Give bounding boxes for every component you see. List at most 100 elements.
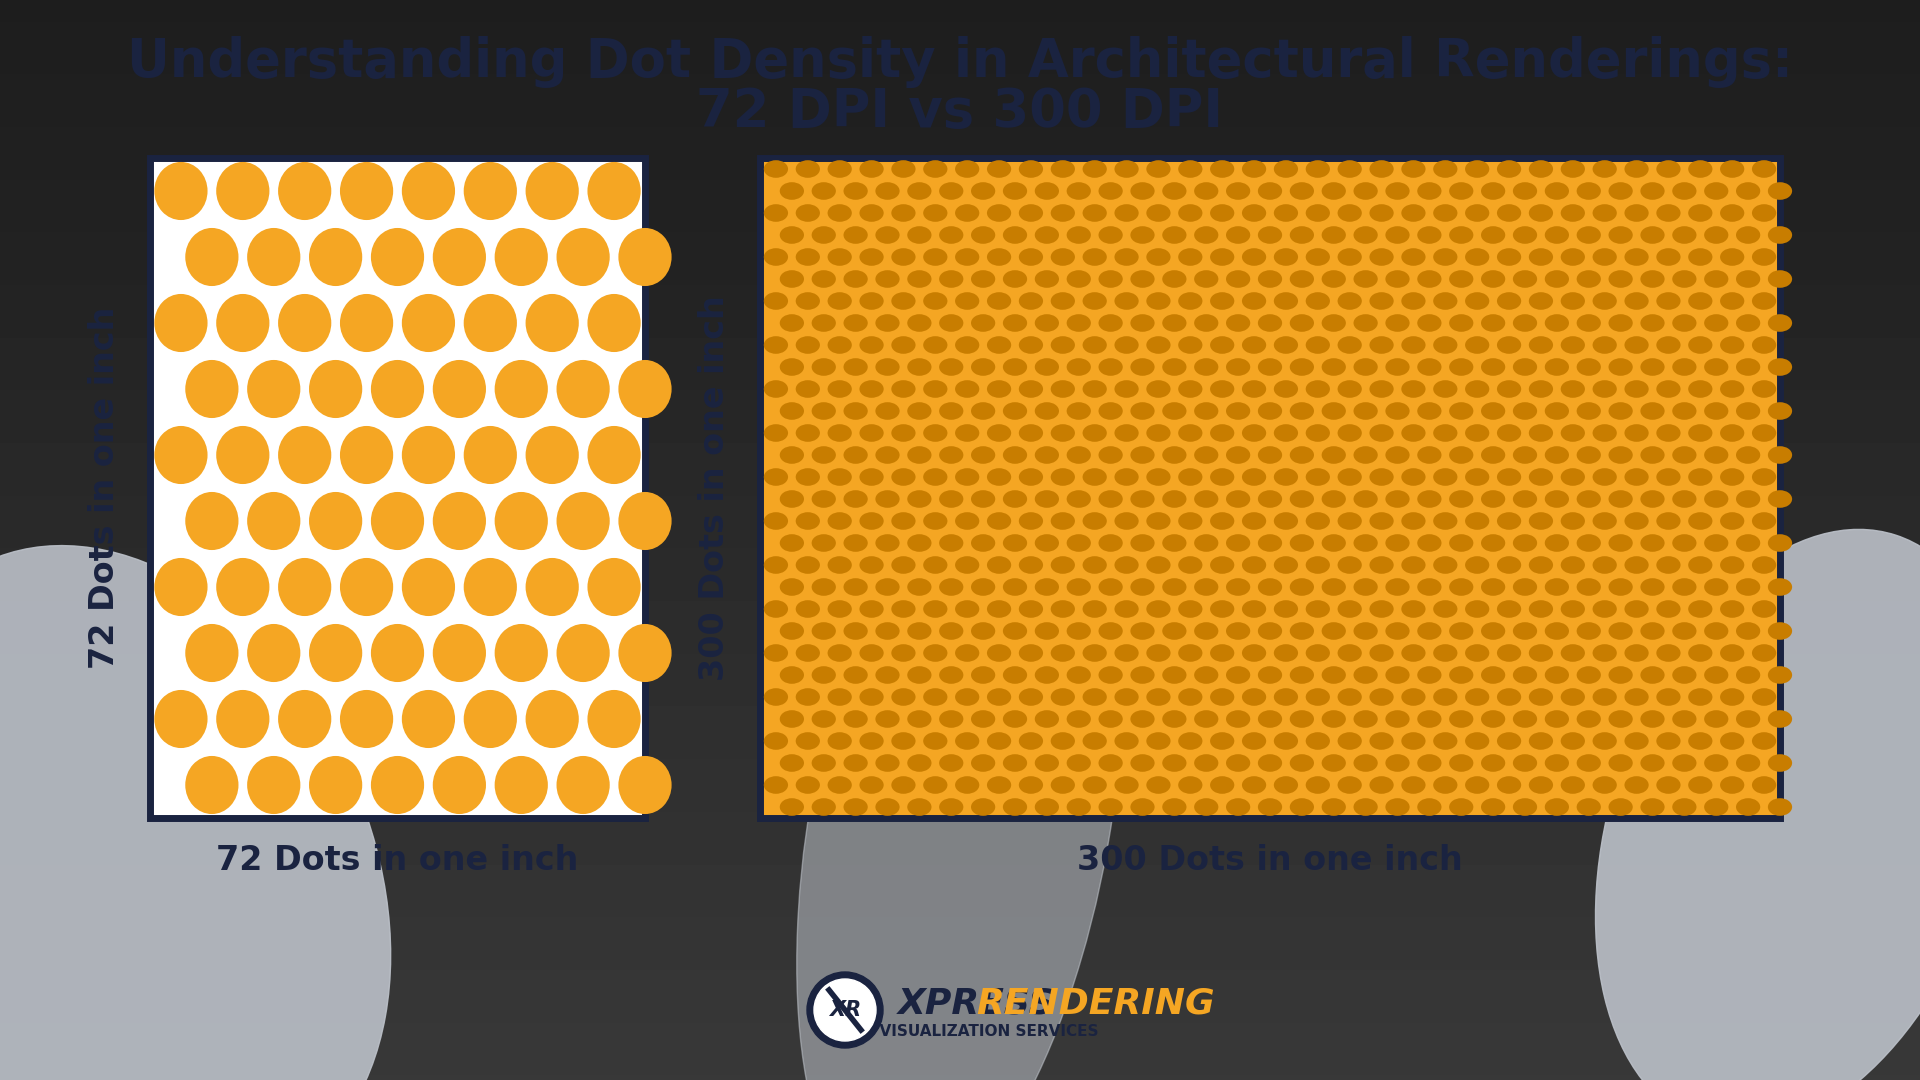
Ellipse shape xyxy=(1002,535,1027,552)
Ellipse shape xyxy=(1561,469,1584,486)
Ellipse shape xyxy=(1386,578,1409,596)
Ellipse shape xyxy=(891,777,916,794)
Ellipse shape xyxy=(1354,270,1379,287)
Ellipse shape xyxy=(939,270,964,287)
Ellipse shape xyxy=(1705,226,1728,244)
Ellipse shape xyxy=(1546,578,1569,596)
Ellipse shape xyxy=(1432,600,1457,618)
Ellipse shape xyxy=(557,624,611,683)
Ellipse shape xyxy=(876,666,900,684)
Ellipse shape xyxy=(588,426,641,484)
Ellipse shape xyxy=(1768,359,1791,376)
Ellipse shape xyxy=(1498,644,1521,662)
Ellipse shape xyxy=(1035,754,1060,772)
Ellipse shape xyxy=(1592,293,1617,310)
Ellipse shape xyxy=(1657,380,1680,397)
Ellipse shape xyxy=(1227,226,1250,244)
Ellipse shape xyxy=(588,558,641,616)
Ellipse shape xyxy=(1561,380,1584,397)
Text: 72 DPI vs 300 DPI: 72 DPI vs 300 DPI xyxy=(697,86,1223,138)
Ellipse shape xyxy=(1417,754,1442,772)
Ellipse shape xyxy=(1321,490,1346,508)
Ellipse shape xyxy=(1624,732,1649,750)
Ellipse shape xyxy=(1321,226,1346,244)
Ellipse shape xyxy=(1068,270,1091,287)
Ellipse shape xyxy=(1020,160,1043,178)
Ellipse shape xyxy=(1290,226,1313,244)
Ellipse shape xyxy=(1035,270,1060,287)
Ellipse shape xyxy=(1179,644,1202,662)
Ellipse shape xyxy=(217,294,269,352)
Ellipse shape xyxy=(1050,469,1075,486)
Ellipse shape xyxy=(1432,424,1457,442)
Ellipse shape xyxy=(1083,248,1106,266)
Ellipse shape xyxy=(1131,622,1154,639)
Ellipse shape xyxy=(764,336,787,354)
Ellipse shape xyxy=(618,756,672,814)
Ellipse shape xyxy=(972,402,995,420)
Ellipse shape xyxy=(1146,380,1171,397)
Ellipse shape xyxy=(812,226,835,244)
Ellipse shape xyxy=(924,160,947,178)
Ellipse shape xyxy=(1002,314,1027,332)
Ellipse shape xyxy=(987,293,1012,310)
Ellipse shape xyxy=(1321,754,1346,772)
Ellipse shape xyxy=(1768,535,1791,552)
Ellipse shape xyxy=(588,690,641,748)
Ellipse shape xyxy=(1609,490,1632,508)
Ellipse shape xyxy=(924,204,947,221)
Ellipse shape xyxy=(1768,490,1791,508)
Ellipse shape xyxy=(1688,777,1713,794)
Ellipse shape xyxy=(1146,204,1171,221)
Ellipse shape xyxy=(780,711,804,728)
Ellipse shape xyxy=(1146,424,1171,442)
Ellipse shape xyxy=(1657,248,1680,266)
Ellipse shape xyxy=(1465,204,1490,221)
Ellipse shape xyxy=(828,424,852,442)
Ellipse shape xyxy=(1035,183,1060,200)
Ellipse shape xyxy=(764,469,787,486)
Ellipse shape xyxy=(843,578,868,596)
Ellipse shape xyxy=(860,777,883,794)
Ellipse shape xyxy=(1273,336,1298,354)
Ellipse shape xyxy=(1369,469,1394,486)
Ellipse shape xyxy=(1020,556,1043,573)
Ellipse shape xyxy=(1672,314,1697,332)
Ellipse shape xyxy=(1179,556,1202,573)
Ellipse shape xyxy=(1432,777,1457,794)
Ellipse shape xyxy=(1480,666,1505,684)
Ellipse shape xyxy=(954,204,979,221)
Ellipse shape xyxy=(1306,688,1331,706)
Ellipse shape xyxy=(1417,578,1442,596)
Ellipse shape xyxy=(1035,578,1060,596)
Ellipse shape xyxy=(1465,160,1490,178)
Ellipse shape xyxy=(1386,402,1409,420)
Ellipse shape xyxy=(1705,754,1728,772)
Ellipse shape xyxy=(1705,359,1728,376)
Ellipse shape xyxy=(1306,380,1331,397)
Ellipse shape xyxy=(1114,336,1139,354)
Ellipse shape xyxy=(987,644,1012,662)
Ellipse shape xyxy=(924,424,947,442)
Ellipse shape xyxy=(876,402,900,420)
Ellipse shape xyxy=(1465,732,1490,750)
Ellipse shape xyxy=(1083,424,1106,442)
Ellipse shape xyxy=(1083,644,1106,662)
Ellipse shape xyxy=(876,226,900,244)
Ellipse shape xyxy=(954,600,979,618)
Ellipse shape xyxy=(1035,490,1060,508)
Ellipse shape xyxy=(795,688,820,706)
Ellipse shape xyxy=(1624,644,1649,662)
Circle shape xyxy=(814,978,876,1041)
Ellipse shape xyxy=(1705,622,1728,639)
Ellipse shape xyxy=(1002,622,1027,639)
Ellipse shape xyxy=(812,535,835,552)
Ellipse shape xyxy=(1736,490,1761,508)
Ellipse shape xyxy=(1546,270,1569,287)
Ellipse shape xyxy=(1114,644,1139,662)
Ellipse shape xyxy=(891,512,916,530)
Ellipse shape xyxy=(1258,270,1283,287)
Ellipse shape xyxy=(1609,535,1632,552)
Ellipse shape xyxy=(371,624,424,683)
Ellipse shape xyxy=(1002,711,1027,728)
